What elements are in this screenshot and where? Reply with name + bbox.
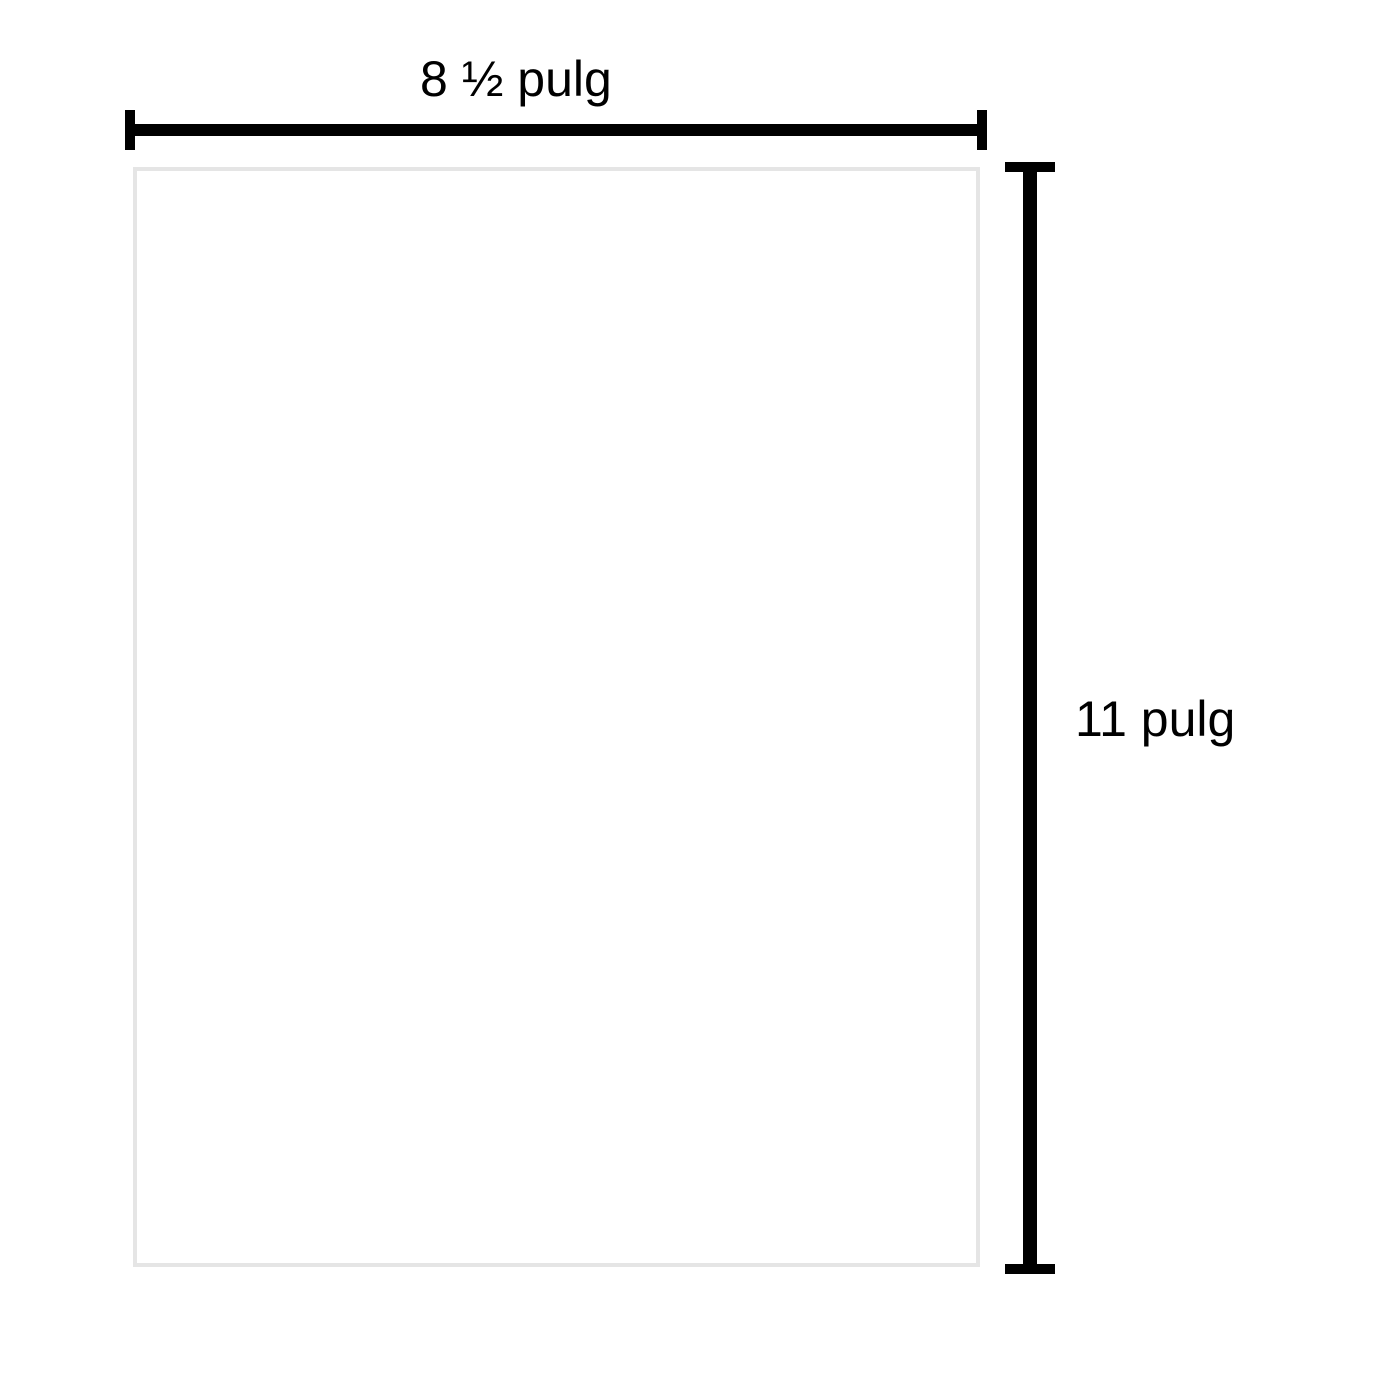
height-dimension-cap-bottom xyxy=(1005,1264,1055,1274)
diagram-canvas: 8 ½ pulg 11 pulg xyxy=(0,0,1400,1400)
height-dimension-label: 11 pulg xyxy=(1075,690,1235,748)
height-dimension-cap-top xyxy=(1005,162,1055,172)
height-dimension-line xyxy=(1023,167,1037,1269)
